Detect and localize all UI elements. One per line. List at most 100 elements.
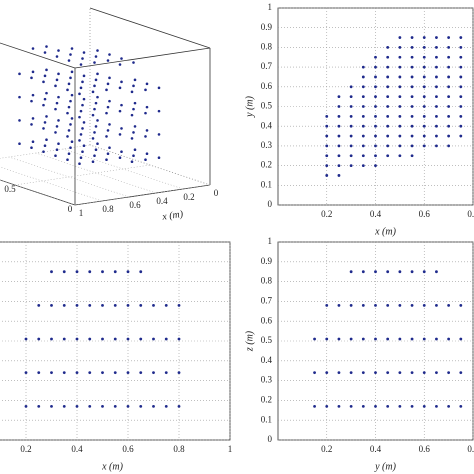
point [374,404,377,408]
point [398,303,402,307]
point [374,55,377,59]
point [398,154,402,158]
x-tick-label: 0.8 [173,444,185,454]
x-tick-label: 0.2 [321,444,332,454]
point [447,105,451,108]
point [120,127,123,130]
grid-line [62,148,184,190]
point [42,127,45,130]
point [94,55,98,58]
point [70,70,74,74]
point [139,270,143,274]
point [386,371,390,375]
point [325,124,329,128]
point [55,55,59,58]
x-tick-label: 0.2 [183,192,194,202]
point [447,371,451,375]
point [410,65,414,69]
point [447,55,451,59]
point [24,371,28,375]
point [164,303,168,307]
point [157,86,161,90]
point [386,55,390,59]
point [361,303,365,307]
point [120,57,123,60]
point [435,46,438,49]
point [337,134,341,138]
point [67,129,71,132]
point [152,371,155,375]
point [386,65,390,69]
x-tick-label: 0.6 [122,444,134,454]
point [132,131,135,134]
point [75,303,79,307]
point [66,88,69,92]
cube-edge [89,7,211,49]
point [66,111,69,115]
point [325,404,329,408]
point [57,119,60,122]
y-tick-label: 0.9 [261,256,273,266]
point [422,114,426,118]
point [88,337,92,341]
point [93,107,96,111]
point [43,97,47,101]
point [69,123,72,126]
point [422,144,426,148]
point [349,371,353,375]
point [410,303,414,307]
point [410,134,414,138]
point [459,75,463,79]
point [164,371,168,375]
x-tick-label: 1 [79,208,84,218]
point [313,337,316,341]
point [105,88,108,92]
point [50,404,53,408]
grid-line [0,144,91,159]
point [410,114,414,118]
point [386,124,390,128]
point [349,105,353,108]
point [349,95,353,99]
point [386,46,390,49]
point [43,121,47,124]
y-tick-label: 0.6 [261,81,273,91]
point [96,49,99,52]
point [55,101,59,105]
point [361,371,365,375]
point [31,70,35,74]
point [62,404,66,408]
point [50,337,53,341]
point [132,154,135,158]
point [130,113,134,117]
point [361,124,365,128]
point [398,114,402,118]
point [447,337,451,341]
point [398,46,402,49]
point [45,45,48,48]
point [435,303,438,307]
point [31,117,35,120]
point [435,85,438,89]
point [349,114,353,118]
point [459,124,463,128]
point [410,105,414,108]
point [101,270,104,274]
point [133,125,137,128]
point [43,51,47,54]
x-axis-label: y (m) [374,461,396,472]
point [386,105,390,108]
point [126,303,130,307]
point [145,82,149,86]
point [108,123,111,126]
point [337,404,341,408]
point [18,72,21,76]
point [374,144,377,148]
point [374,371,377,375]
point [66,135,69,138]
point [459,105,463,108]
y-tick-label: 1 [268,2,273,12]
point [30,76,33,80]
point [422,105,426,108]
point [67,105,71,109]
